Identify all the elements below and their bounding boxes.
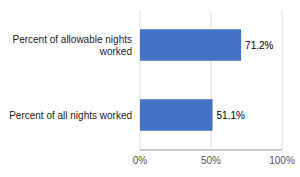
data-label: 51.1% [217,110,245,121]
category-label: Percent of allowable nightsworked [12,34,132,57]
category-label-line: Percent of allowable nights [12,34,132,45]
bar [140,29,241,61]
category-label-line: worked [99,46,132,57]
chart-container: 0% 50% 100% 51.1% Percent of all nights work… [0,0,300,177]
tick-label: 50% [201,155,221,166]
category-label-line: Percent of all nights worked [9,110,132,121]
category-label: Percent of all nights worked [9,110,132,121]
grid-line [282,10,283,150]
bar [140,99,213,131]
tick-label: 100% [269,155,295,166]
x-axis-line [140,150,282,151]
data-label: 71.2% [245,40,273,51]
tick-label: 0% [133,155,148,166]
chart: 0% 50% 100% 51.1% Percent of all nights work… [0,0,300,177]
